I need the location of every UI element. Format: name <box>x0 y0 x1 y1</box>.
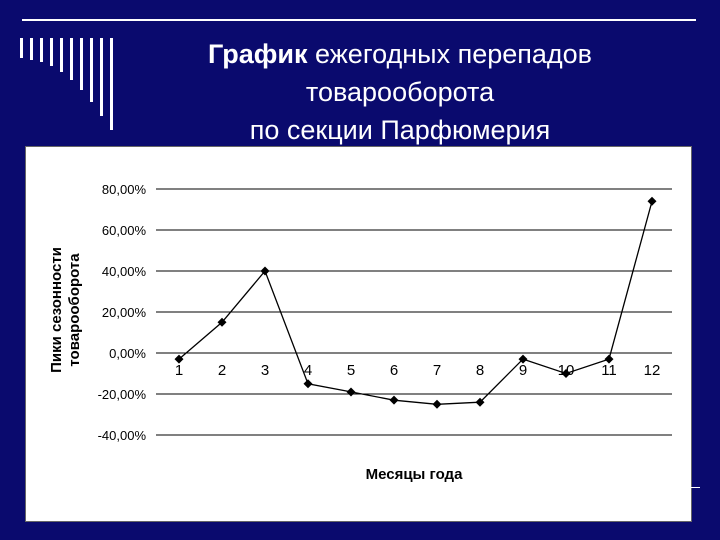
series-markers <box>174 196 657 409</box>
y-axis-label-1: Пики сезонности <box>48 247 65 373</box>
data-point-marker <box>346 387 356 397</box>
data-point-marker <box>389 395 399 405</box>
y-tick-label: -20,00% <box>98 387 147 402</box>
y-tick-label: 20,00% <box>102 305 147 320</box>
x-tick-label: 8 <box>476 362 484 379</box>
data-point-marker <box>561 369 571 378</box>
series-line <box>178 201 653 405</box>
x-tick-label: 12 <box>644 362 661 379</box>
x-tick-label: 2 <box>218 362 226 379</box>
y-tick-label: 60,00% <box>102 223 147 238</box>
x-tick-label: 4 <box>304 362 312 379</box>
y-tick-label: -40,00% <box>98 428 147 443</box>
data-point-marker <box>260 266 270 276</box>
title-line-1: График ежегодных перепадов <box>150 35 650 73</box>
data-point-marker <box>475 397 485 407</box>
y-tick-label: 40,00% <box>102 264 147 279</box>
data-point-marker <box>217 317 227 327</box>
data-point-marker <box>303 379 313 389</box>
x-tick-label: 9 <box>519 362 527 379</box>
title-line1-rest: ежегодных перепадов <box>307 39 592 69</box>
line-chart: 80,00% 60,00% 40,00% 20,00% 0,00% -20,00% -40,… <box>48 182 672 483</box>
title-line-2: товарооборота <box>305 77 495 107</box>
y-axis-label-2: товарооборота <box>66 253 83 367</box>
data-point-marker <box>647 196 657 206</box>
y-tick-labels: 80,00% 60,00% 40,00% 20,00% 0,00% -20,00% -40,… <box>98 182 147 443</box>
chart-panel: 80,00% 60,00% 40,00% 20,00% 0,00% -20,00% -40,… <box>25 146 692 522</box>
grid-lines <box>156 188 672 436</box>
x-tick-label: 7 <box>433 362 441 379</box>
data-point-marker <box>518 354 528 364</box>
data-point-marker <box>174 354 184 364</box>
bottom-rule <box>690 487 700 488</box>
x-tick-label: 11 <box>601 362 617 379</box>
data-point-marker <box>432 399 442 409</box>
data-point-marker <box>604 354 614 364</box>
x-tick-label: 1 <box>175 362 183 379</box>
x-tick-label: 6 <box>390 362 398 379</box>
title-bold-word: График <box>208 39 308 69</box>
top-rule <box>22 19 696 21</box>
x-tick-label: 3 <box>261 362 269 379</box>
y-tick-label: 80,00% <box>102 182 147 197</box>
x-axis-label: Месяцы года <box>366 466 463 483</box>
title-line-3: по секции Парфюмерия <box>249 115 551 145</box>
x-tick-label: 5 <box>347 362 355 379</box>
y-tick-label: 0,00% <box>109 346 146 361</box>
slide-title: График ежегодных перепадов товарооборота… <box>150 35 650 149</box>
x-tick-labels: 123456789101112 <box>175 362 661 379</box>
